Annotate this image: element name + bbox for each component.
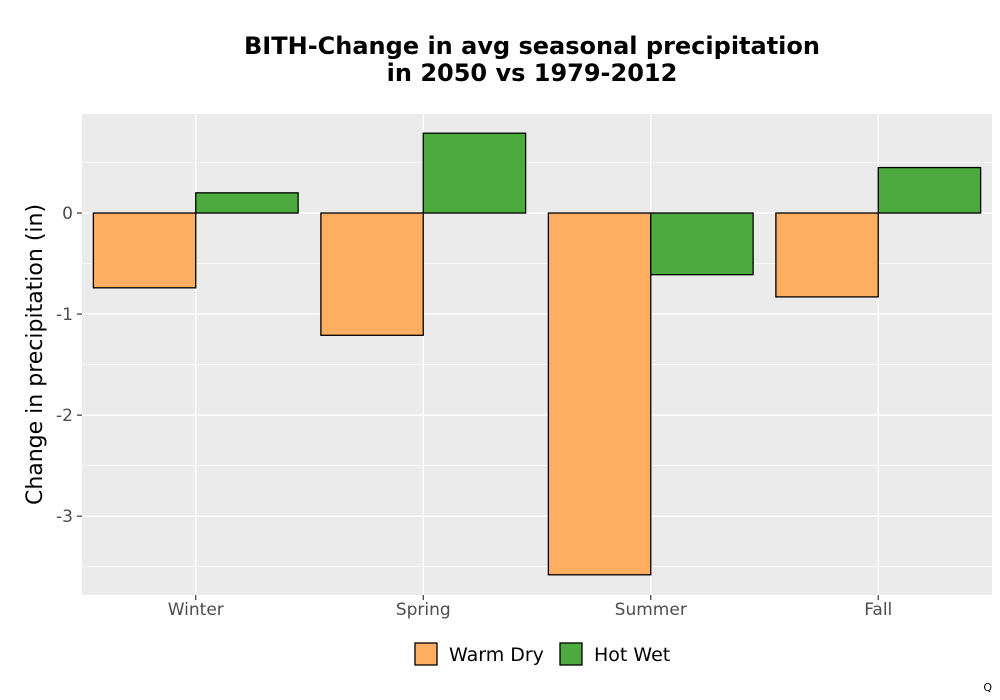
plot-background <box>82 114 992 595</box>
bars <box>92 132 982 576</box>
legend-label: Warm Dry <box>449 644 544 666</box>
x-tick-label: Spring <box>396 600 451 620</box>
bar-warm-dry-fall <box>775 212 879 298</box>
x-tick-label: Summer <box>615 600 687 620</box>
chart-title-line: BITH-Change in avg seasonal precipitatio… <box>244 32 820 60</box>
y-axis-title: Change in precipitation (in) <box>23 204 48 505</box>
legend-label: Hot Wet <box>594 644 670 666</box>
x-axis: Winter Spring Summer Fall <box>168 595 892 620</box>
x-tick-label: Winter <box>168 600 224 620</box>
corner-mark: Q <box>983 681 992 694</box>
y-tick-label: -3 <box>56 507 73 527</box>
legend-swatch <box>414 642 438 666</box>
bar-hot-wet-spring <box>422 132 527 214</box>
bar-hot-wet-winter <box>195 192 299 214</box>
legend-item-hot-wet: Hot Wet <box>559 642 670 666</box>
bar-hot-wet-fall <box>877 166 982 214</box>
legend: Warm Dry Hot Wet <box>414 642 670 666</box>
chart-title-line: in 2050 vs 1979-2012 <box>387 59 678 87</box>
y-tick-label: -2 <box>56 406 73 426</box>
y-tick-label: 0 <box>62 204 73 224</box>
bar-warm-dry-winter <box>92 212 197 289</box>
y-axis: 0 -1 -2 -3 <box>56 204 82 527</box>
legend-item-warm-dry: Warm Dry <box>414 642 544 666</box>
bar-hot-wet-summer <box>650 212 754 276</box>
bar-warm-dry-spring <box>320 212 424 336</box>
chart-title: BITH-Change in avg seasonal precipitatio… <box>244 32 820 87</box>
bar-warm-dry-summer <box>547 212 652 576</box>
legend-swatch <box>559 642 583 666</box>
x-tick-label: Fall <box>864 600 892 620</box>
y-tick-label: -1 <box>56 305 73 325</box>
